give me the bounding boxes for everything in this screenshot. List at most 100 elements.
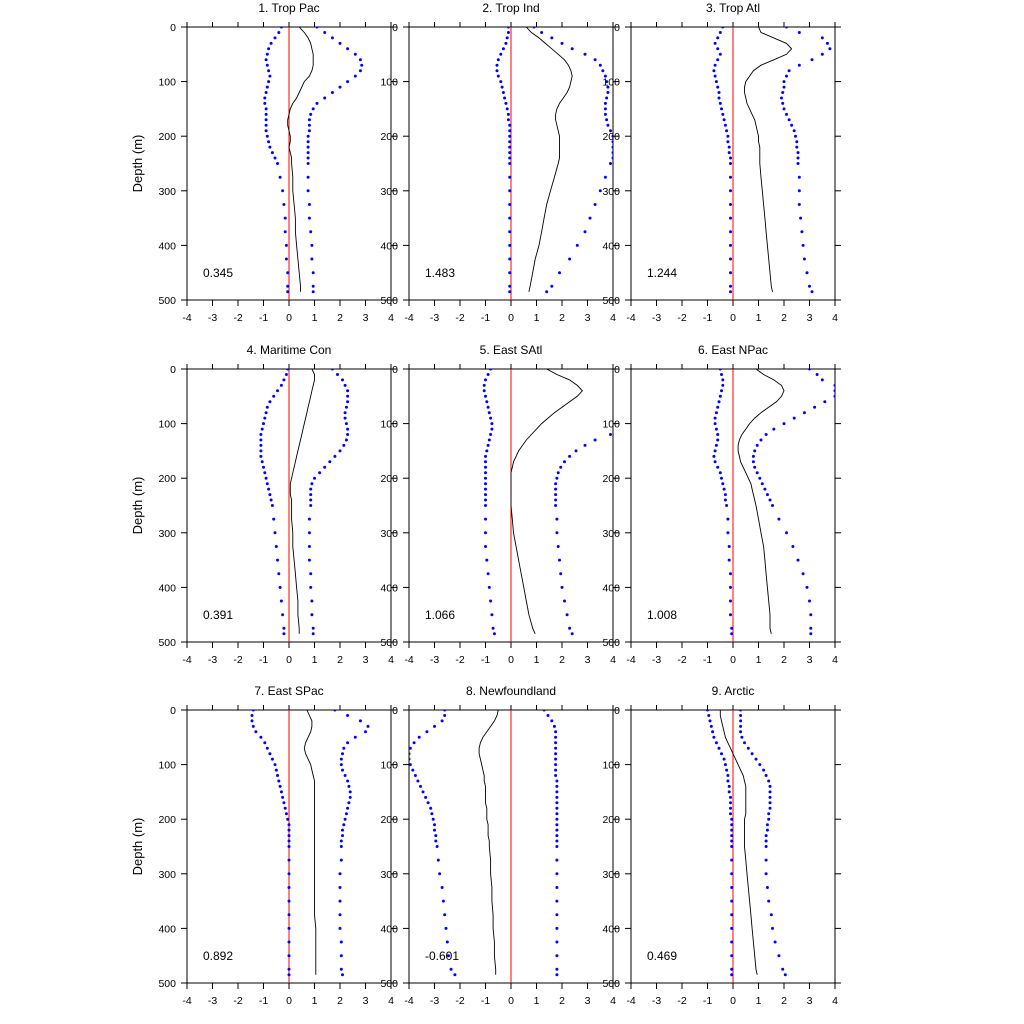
panel-5: 5. East SAtl -4 -3 -2 -1 0 1 2 3 4 0 100 200 300 400 50… xyxy=(380,343,619,666)
lower-bound-point xyxy=(508,271,512,275)
lower-bound-point xyxy=(409,746,412,750)
x-tick-label: -4 xyxy=(626,312,635,324)
lower-bound-point xyxy=(503,96,507,100)
panel-1: 1. Trop Pac -4 -3 -2 -1 0 1 2 3 4 0 100 200 300 400 500… xyxy=(130,1,397,324)
lower-bound-point xyxy=(287,834,291,838)
upper-bound-point xyxy=(555,954,559,958)
upper-bound-point xyxy=(833,383,835,387)
upper-bound-point xyxy=(555,858,559,862)
x-tick-label: 1 xyxy=(534,995,540,1007)
upper-bound-point xyxy=(339,954,343,958)
lower-bound-point xyxy=(711,730,715,734)
lower-bound-point xyxy=(447,954,450,958)
lower-bound-point xyxy=(284,373,288,376)
y-tick-label: 200 xyxy=(380,131,398,143)
upper-bound-point xyxy=(554,730,558,734)
lower-bound-point xyxy=(717,746,721,750)
lower-bound-point xyxy=(287,899,291,903)
lower-bound-point xyxy=(496,74,500,78)
upper-bound-point xyxy=(338,886,342,889)
upper-bound-point xyxy=(825,41,829,45)
upper-bound-point xyxy=(559,572,563,576)
upper-bound-point xyxy=(750,752,754,756)
mean-profile-line xyxy=(289,369,315,634)
upper-bound-point xyxy=(611,156,613,160)
upper-bound-point xyxy=(768,806,772,810)
upper-bound-point xyxy=(344,438,348,442)
y-tick-label: 400 xyxy=(158,240,176,252)
upper-bound-point xyxy=(753,465,757,469)
upper-bound-point xyxy=(555,790,559,794)
upper-bound-point xyxy=(598,63,602,67)
upper-bound-point xyxy=(795,140,799,144)
upper-bound-point xyxy=(606,85,610,89)
x-tick-label: -3 xyxy=(430,654,439,666)
upper-bound-series xyxy=(333,710,370,977)
upper-bound-point xyxy=(554,741,558,745)
y-tick-label: 200 xyxy=(602,814,620,826)
y-axis-label: Depth (m) xyxy=(130,477,145,535)
lower-bound-point xyxy=(282,632,286,636)
lower-bound-point xyxy=(716,36,720,40)
upper-bound-point xyxy=(754,757,758,761)
x-tick-label: 1 xyxy=(534,654,540,666)
upper-bound-point xyxy=(791,545,795,548)
upper-bound-point xyxy=(554,504,558,507)
upper-bound-point xyxy=(746,746,750,750)
lower-bound-point xyxy=(484,471,487,475)
upper-bound-point xyxy=(532,27,536,29)
lower-bound-point xyxy=(270,757,274,761)
upper-bound-point xyxy=(777,954,781,958)
panel-annotation: -0.601 xyxy=(425,949,459,963)
panel-title: 4. Maritime Con xyxy=(247,343,332,357)
upper-bound-point xyxy=(767,899,771,903)
upper-bound-point xyxy=(330,369,334,371)
upper-bound-point xyxy=(809,632,813,636)
x-tick-label: 2 xyxy=(781,995,787,1007)
upper-bound-point xyxy=(344,405,348,409)
upper-bound-point xyxy=(341,834,344,838)
upper-bound-point xyxy=(343,383,347,387)
lower-bound-point xyxy=(714,427,718,431)
panel-4: 4. Maritime Con -4 -3 -2 -1 0 1 2 3 4 0 100 200 300 40… xyxy=(130,343,397,666)
lower-bound-point xyxy=(265,482,269,486)
lower-bound-point xyxy=(504,101,508,105)
upper-bound-point xyxy=(555,940,559,944)
panel-2: 2. Trop Ind -4 -3 -2 -1 0 1 2 3 4 0 100 200 300 400 500… xyxy=(380,1,619,324)
lower-bound-series xyxy=(250,710,291,977)
y-tick-label: 300 xyxy=(602,528,620,540)
lower-bound-point xyxy=(721,112,725,116)
lower-bound-point xyxy=(730,839,734,843)
upper-bound-point xyxy=(555,872,559,876)
upper-bound-point xyxy=(570,47,574,51)
lower-bound-point xyxy=(730,845,734,848)
lower-bound-point xyxy=(729,189,732,193)
upper-bound-point xyxy=(833,394,835,398)
lower-bound-point xyxy=(411,768,415,772)
upper-bound-point xyxy=(346,80,350,84)
lower-bound-point xyxy=(506,31,510,34)
upper-bound-point xyxy=(339,940,343,944)
lower-bound-point xyxy=(287,839,291,843)
lower-bound-point xyxy=(508,134,512,138)
x-tick-label: -4 xyxy=(626,995,635,1007)
lower-bound-point xyxy=(484,378,487,382)
upper-bound-point xyxy=(346,427,350,431)
upper-bound-point xyxy=(768,801,772,805)
x-tick-label: 1 xyxy=(756,995,762,1007)
lower-bound-point xyxy=(712,454,716,458)
lower-bound-point xyxy=(506,112,510,116)
lower-bound-point xyxy=(278,175,282,179)
lower-bound-point xyxy=(729,243,732,247)
upper-bound-point xyxy=(555,899,559,903)
lower-bound-point xyxy=(421,790,425,794)
upper-bound-point xyxy=(555,834,559,838)
lower-bound-point xyxy=(501,91,505,94)
lower-bound-point xyxy=(265,134,269,138)
lower-bound-point xyxy=(721,383,725,387)
upper-bound-point xyxy=(764,433,768,436)
lower-bound-point xyxy=(729,271,732,275)
x-tick-label: -1 xyxy=(259,312,268,324)
mean-profile-line xyxy=(525,27,573,292)
x-tick-label: -1 xyxy=(259,654,268,666)
